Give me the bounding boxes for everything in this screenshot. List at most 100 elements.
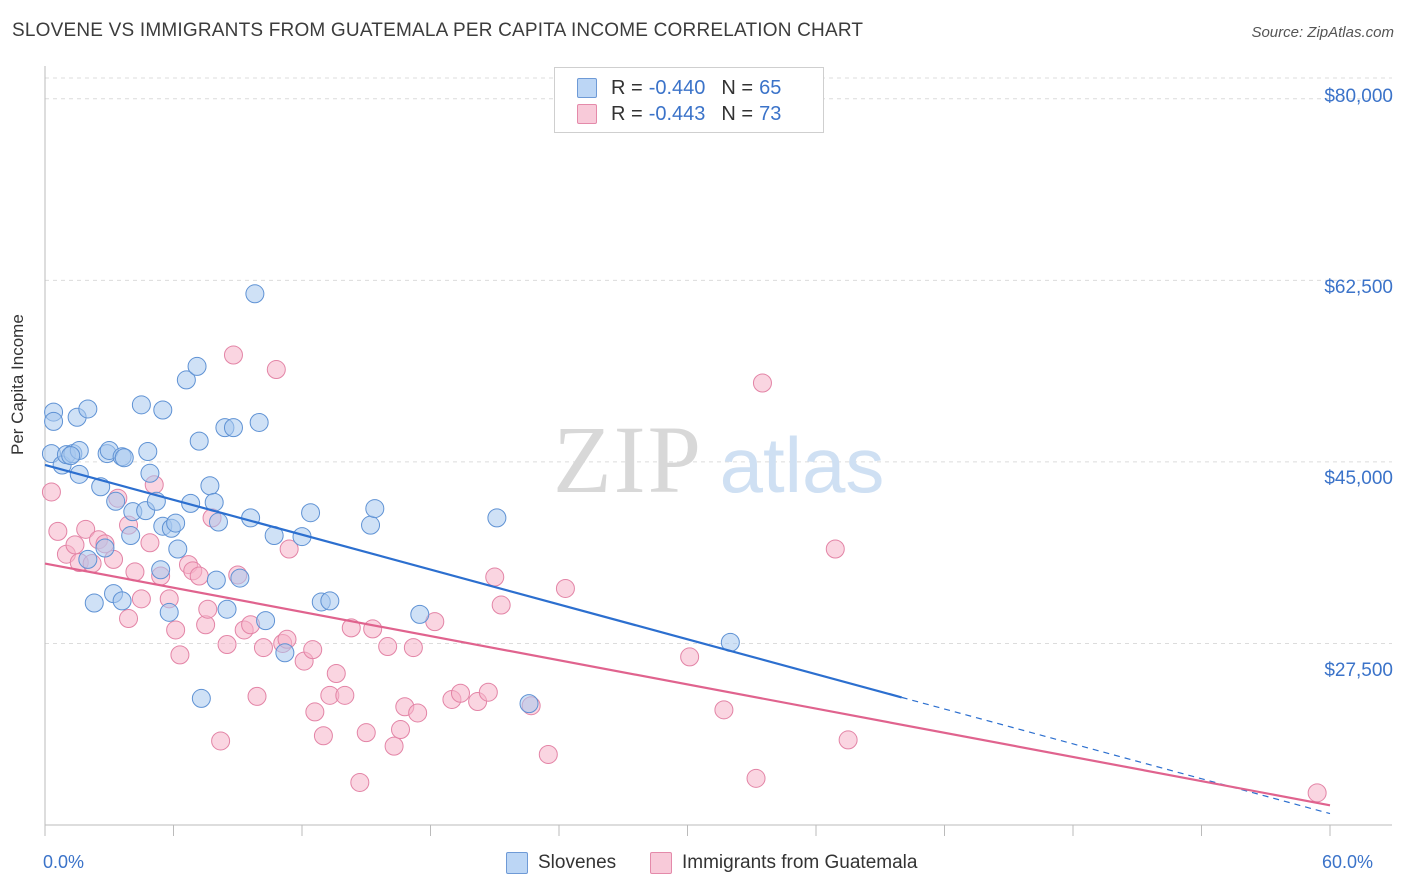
slovenes-point: [140, 463, 160, 483]
slovenes-point: [365, 499, 385, 519]
guatemala-point: [140, 533, 160, 553]
guatemala-point: [378, 637, 398, 657]
slovenes-point: [78, 549, 98, 569]
slovenes-point: [176, 370, 196, 390]
axes: [44, 66, 1392, 836]
slovenes-point: [114, 448, 134, 468]
series-guatemala-points: [41, 345, 1327, 803]
y-axis-label: Per Capita Income: [8, 314, 27, 455]
slovenes-point: [361, 515, 381, 535]
legend-swatch-blue: [577, 78, 597, 98]
slovenes-point: [208, 512, 228, 532]
guatemala-point: [41, 482, 61, 502]
guatemala-point: [403, 638, 423, 658]
guatemala-point: [305, 702, 325, 722]
x-tick-label: 0.0%: [43, 852, 85, 872]
guatemala-point: [485, 567, 505, 587]
slovenes-point: [223, 418, 243, 438]
y-tick-label: $62,500: [1324, 277, 1393, 298]
slovenes-point: [206, 570, 226, 590]
slovenes-point: [191, 688, 211, 708]
slovenes-point: [168, 539, 188, 559]
slovenes-point: [275, 643, 295, 663]
slovenes-point: [151, 560, 171, 580]
trend-lines: [44, 463, 1331, 815]
guatemala-point: [166, 620, 186, 640]
guatemala-point: [538, 744, 558, 764]
slovenes-point: [112, 591, 132, 611]
guatemala-trend-line: [44, 562, 1331, 807]
guatemala-point: [746, 768, 766, 788]
guatemala-point: [752, 373, 772, 393]
guatemala-point: [838, 730, 858, 750]
y-tick-label: $27,500: [1324, 660, 1393, 681]
legend-item-guatemala[interactable]: Immigrants from Guatemala: [650, 852, 917, 874]
slovenes-point: [187, 356, 207, 376]
guatemala-point: [131, 589, 151, 609]
guatemala-point: [196, 615, 216, 635]
slovenes-point: [131, 395, 151, 415]
guatemala-point: [450, 683, 470, 703]
slovenes-point: [44, 411, 64, 431]
guatemala-point: [198, 599, 218, 619]
guatemala-point: [170, 645, 190, 665]
guatemala-point: [555, 578, 575, 598]
guatemala-point: [303, 640, 323, 660]
guatemala-point: [253, 638, 273, 658]
guatemala-point: [217, 634, 237, 654]
guatemala-point: [491, 595, 511, 615]
n-value: 65: [759, 76, 782, 99]
chart-title: SLOVENE VS IMMIGRANTS FROM GUATEMALA PER…: [12, 20, 864, 41]
legend-swatch-pink: [650, 852, 672, 874]
grid-lines: [45, 77, 1392, 644]
watermark-zip: ZIP: [553, 406, 703, 513]
guatemala-point: [189, 566, 209, 586]
guatemala-point: [384, 736, 404, 756]
r-value: -0.443: [648, 102, 706, 125]
slovenes-point: [121, 526, 141, 546]
guatemala-point: [350, 772, 370, 792]
guatemala-point: [279, 539, 299, 559]
slovenes-point: [166, 513, 186, 533]
y-tick-label: $45,000: [1324, 468, 1393, 489]
guatemala-point: [125, 562, 145, 582]
slovenes-point: [320, 591, 340, 611]
slovenes-point: [159, 602, 179, 622]
r-label: R =: [611, 102, 643, 125]
slovenes-point: [189, 431, 209, 451]
legend-row-guatemala: R = -0.443 N = 73: [577, 102, 781, 126]
correlation-legend: R = -0.440 N = 65 R = -0.443 N = 73: [554, 67, 824, 133]
guatemala-point: [266, 360, 286, 380]
slovenes-point: [241, 508, 261, 528]
slovenes-point: [245, 284, 265, 304]
guatemala-point: [1307, 783, 1327, 803]
legend-swatch-pink: [577, 104, 597, 124]
n-value: 73: [759, 102, 782, 125]
guatemala-point: [247, 686, 267, 706]
slovenes-point: [230, 568, 250, 588]
guatemala-point: [48, 521, 68, 541]
slovenes-trend-line: [44, 463, 902, 699]
guatemala-point: [391, 720, 411, 740]
series-slovenes-points: [41, 284, 740, 714]
n-label: N =: [721, 76, 754, 99]
slovenes-point: [106, 491, 126, 511]
guatemala-point: [223, 345, 243, 365]
legend-item-slovenes[interactable]: Slovenes: [506, 852, 616, 874]
watermark-atlas: atlas: [720, 421, 885, 509]
n-label: N =: [721, 102, 754, 125]
guatemala-point: [119, 609, 139, 629]
legend-row-slovenes: R = -0.440 N = 65: [577, 76, 781, 100]
guatemala-point: [478, 682, 498, 702]
slovenes-point: [217, 599, 237, 619]
guatemala-point: [65, 535, 85, 555]
slovenes-point: [78, 399, 98, 419]
slovenes-point: [249, 412, 269, 432]
slovenes-point: [138, 442, 158, 461]
slovenes-point: [410, 604, 430, 624]
slovenes-point: [519, 694, 539, 714]
legend-label: Slovenes: [538, 852, 617, 873]
x-tick-label: 60.0%: [1322, 852, 1374, 872]
r-label: R =: [611, 76, 643, 99]
